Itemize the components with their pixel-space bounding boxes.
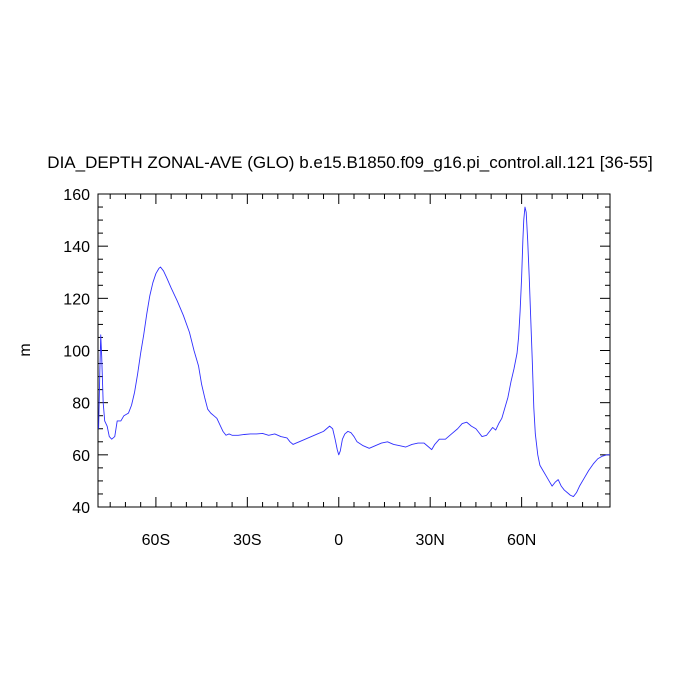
y-tick-label: 160 [63,187,90,204]
plot-frame [97,193,611,508]
y-tick-label: 80 [72,396,90,413]
y-tick-label: 60 [72,448,90,465]
y-tick-label: 100 [63,344,90,361]
x-tick-label: 30S [233,532,261,549]
chart-title: DIA_DEPTH ZONAL-AVE (GLO) b.e15.B1850.f0… [47,153,652,172]
x-tick-label: 30N [416,532,445,549]
y-tick-label: 120 [63,291,90,308]
series-line-1 [98,206,610,498]
x-tick-label: 0 [334,532,343,549]
plot-area: 40 60 80 100 120 140 160 60S 30S 0 30N 60N [63,187,611,549]
x-tick-label: 60N [507,532,536,549]
y-axis-label: m [17,343,34,356]
x-tick-label: 60S [142,532,170,549]
y-tick-label: 40 [72,500,90,517]
y-tick-label: 140 [63,239,90,256]
